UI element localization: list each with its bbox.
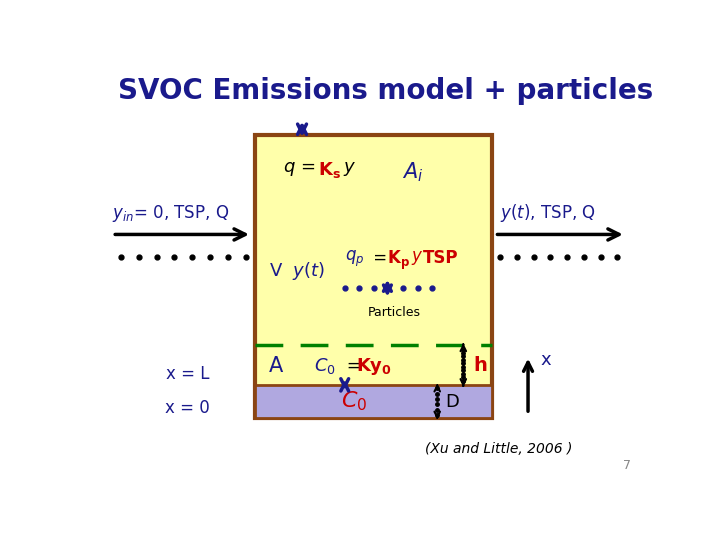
Text: TSP: TSP [423,248,459,267]
Text: $y$: $y$ [343,160,356,178]
Text: x = L: x = L [166,365,210,383]
Text: $C_0$: $C_0$ [341,390,367,413]
Bar [255,136,492,418]
Text: $A_i$: $A_i$ [402,160,423,184]
Text: =: = [341,357,367,375]
Text: D: D [446,393,459,410]
Text: SVOC Emissions model + particles: SVOC Emissions model + particles [118,77,653,105]
Text: $y_{in}$= 0, TSP, Q: $y_{in}$= 0, TSP, Q [112,203,230,224]
Text: $\mathbf{K_s}$: $\mathbf{K_s}$ [318,160,341,180]
Text: $y(t)$, TSP, Q: $y(t)$, TSP, Q [500,202,596,224]
Text: $q$ =: $q$ = [283,160,318,178]
Text: A: A [269,356,283,376]
Text: =: = [368,248,392,267]
Text: Particles: Particles [368,306,421,319]
Text: x = 0: x = 0 [165,399,210,417]
Text: $\mathbf{K_p}$: $\mathbf{K_p}$ [387,248,410,272]
Bar [255,385,492,418]
Text: x: x [540,351,551,369]
Text: $C_0$: $C_0$ [314,356,336,376]
Text: $q_p$: $q_p$ [345,248,364,269]
Text: 7: 7 [624,460,631,472]
Text: h: h [473,356,487,375]
Text: V  $y(t)$: V $y(t)$ [269,260,325,282]
Text: $y$: $y$ [410,248,423,267]
Text: (Xu and Little, 2006 ): (Xu and Little, 2006 ) [425,442,572,456]
Text: $\mathbf{Ky_0}$: $\mathbf{Ky_0}$ [356,356,392,377]
